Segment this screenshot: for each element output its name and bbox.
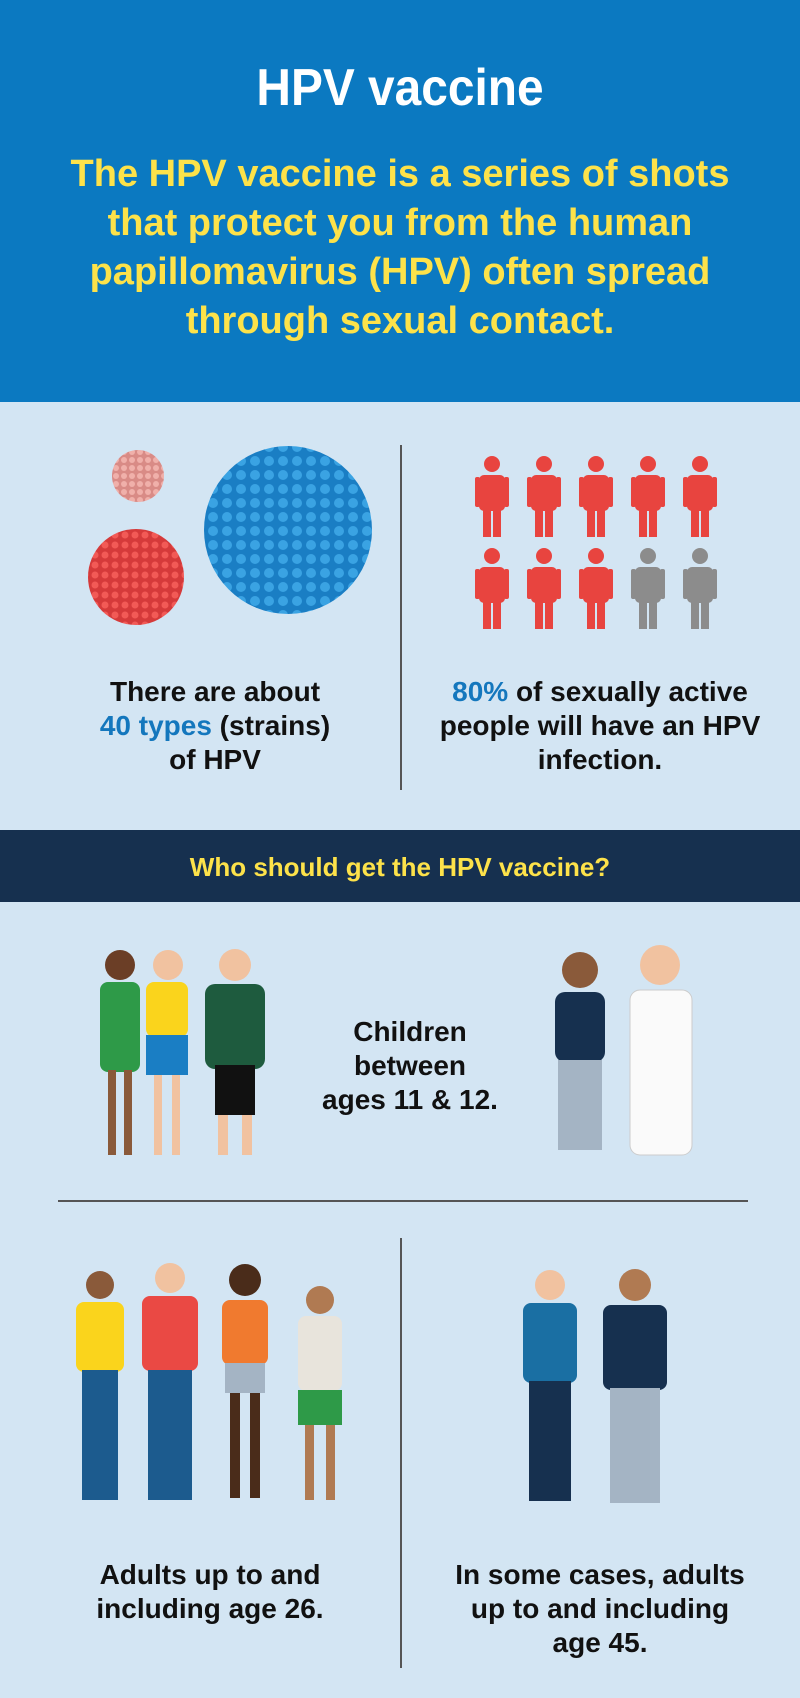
vaccination-illustration (555, 945, 693, 1156)
children-text: Children between ages 11 & 12. (322, 1016, 498, 1115)
adults-45-text: In some cases, adults up to and includin… (455, 1559, 745, 1658)
children-illustration (100, 949, 265, 1155)
young-adults-illustration (76, 1263, 342, 1500)
large-virus-icon (204, 446, 372, 614)
types-highlight: 40 types (99, 710, 212, 741)
divider (400, 1238, 402, 1668)
infection-highlight: 80% (452, 676, 509, 707)
page-title: HPV vaccine (256, 59, 544, 117)
virus-illustration (88, 446, 372, 625)
header-banner (0, 0, 800, 402)
types-stat: There are about 40 types (strains) of HP… (99, 676, 331, 775)
person-icon (579, 456, 613, 537)
person-icon (579, 548, 613, 629)
section-heading: Who should get the HPV vaccine? (189, 852, 611, 882)
person-icon (527, 548, 561, 629)
person-icon (527, 456, 561, 537)
divider (400, 445, 402, 790)
person-icon (683, 456, 717, 537)
adults-illustration (523, 1269, 667, 1503)
people-icon-grid (475, 456, 717, 629)
adults-26-text: Adults up to and including age 26. (96, 1559, 324, 1624)
person-icon (631, 548, 665, 629)
person-icon (683, 548, 717, 629)
horizontal-divider (58, 1200, 748, 1202)
person-icon (475, 456, 509, 537)
section-band (0, 830, 800, 902)
infection-stat: 80% of sexually active people will have … (439, 676, 761, 775)
person-icon (475, 548, 509, 629)
small-virus-icon (112, 450, 164, 502)
intro-text: The HPV vaccine is a series of shots tha… (70, 153, 730, 342)
medium-virus-icon (88, 529, 184, 625)
person-icon (631, 456, 665, 537)
